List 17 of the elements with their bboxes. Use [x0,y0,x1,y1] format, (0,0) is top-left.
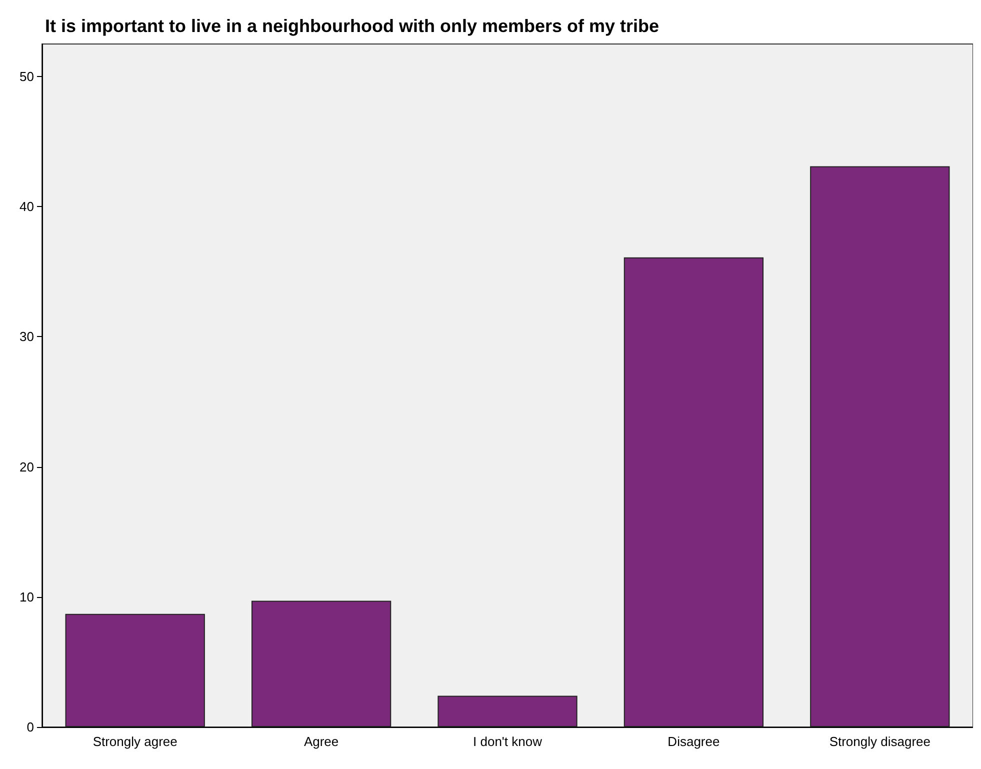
chart-title: It is important to live in a neighbourhood with only members of my tribe [45,16,660,36]
x-tick-label: Strongly agree [92,734,178,749]
bar [251,600,392,727]
y-tick-label: 40 [20,199,34,214]
bar [810,166,950,727]
x-tick-label: I don't know [473,734,543,749]
x-tick-label: Agree [304,734,339,749]
y-tick-label: 30 [20,329,34,344]
y-tick-label: 0 [26,720,34,734]
y-tick-label: 20 [20,459,34,474]
x-tick-label: Strongly disagree [829,734,930,749]
bar [438,696,578,727]
y-tick-label: 10 [20,589,34,604]
y-tick-label: 50 [20,69,34,84]
x-tick-label: Disagree [668,734,720,749]
bar [65,614,205,727]
bar [624,257,764,727]
